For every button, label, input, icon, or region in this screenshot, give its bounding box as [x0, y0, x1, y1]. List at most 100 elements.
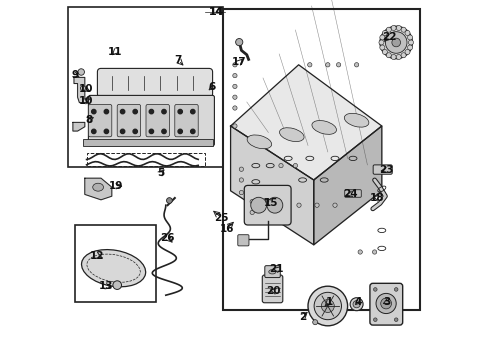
- FancyBboxPatch shape: [98, 68, 213, 97]
- Ellipse shape: [269, 270, 276, 274]
- Text: 23: 23: [379, 165, 394, 175]
- Circle shape: [326, 63, 330, 67]
- Circle shape: [92, 129, 96, 134]
- Circle shape: [401, 53, 406, 58]
- Text: 18: 18: [370, 193, 385, 203]
- Circle shape: [314, 292, 342, 320]
- Circle shape: [239, 190, 244, 195]
- Circle shape: [386, 32, 407, 53]
- FancyBboxPatch shape: [117, 104, 141, 137]
- Circle shape: [350, 298, 363, 311]
- Circle shape: [373, 318, 377, 321]
- Ellipse shape: [344, 113, 369, 127]
- Circle shape: [133, 109, 137, 114]
- Circle shape: [380, 45, 385, 50]
- Text: 1: 1: [326, 297, 333, 307]
- Circle shape: [408, 35, 413, 40]
- Text: 25: 25: [214, 213, 229, 223]
- Text: 24: 24: [343, 189, 357, 199]
- Ellipse shape: [81, 249, 146, 287]
- Text: 8: 8: [86, 114, 93, 125]
- Circle shape: [233, 95, 237, 99]
- Circle shape: [379, 40, 384, 45]
- Circle shape: [162, 129, 166, 134]
- Text: 9: 9: [72, 70, 78, 80]
- Circle shape: [250, 210, 254, 215]
- FancyBboxPatch shape: [373, 165, 392, 174]
- Circle shape: [162, 109, 166, 114]
- FancyBboxPatch shape: [345, 190, 361, 197]
- FancyBboxPatch shape: [238, 235, 249, 246]
- Text: 10: 10: [78, 96, 93, 106]
- Circle shape: [409, 40, 414, 45]
- Polygon shape: [73, 122, 85, 131]
- Circle shape: [121, 129, 125, 134]
- Circle shape: [380, 26, 413, 59]
- Circle shape: [358, 250, 363, 254]
- Circle shape: [308, 286, 347, 326]
- Circle shape: [297, 203, 301, 207]
- Text: 26: 26: [160, 233, 175, 243]
- Text: 16: 16: [220, 224, 234, 234]
- Circle shape: [191, 109, 195, 114]
- Text: 4: 4: [355, 297, 362, 307]
- Text: 12: 12: [90, 251, 104, 261]
- Text: 11: 11: [108, 47, 122, 57]
- Text: 6: 6: [208, 82, 216, 92]
- Text: 22: 22: [382, 32, 396, 42]
- Circle shape: [382, 31, 388, 36]
- Text: 19: 19: [109, 181, 123, 191]
- FancyBboxPatch shape: [88, 95, 215, 146]
- Text: 7: 7: [175, 55, 182, 66]
- FancyBboxPatch shape: [175, 104, 198, 137]
- Circle shape: [293, 163, 297, 168]
- Circle shape: [394, 288, 398, 291]
- Circle shape: [178, 109, 182, 114]
- Bar: [83, 139, 213, 146]
- Circle shape: [92, 109, 96, 114]
- Circle shape: [233, 124, 237, 128]
- Text: 14: 14: [208, 6, 224, 17]
- Circle shape: [321, 300, 334, 312]
- Text: 21: 21: [270, 264, 284, 274]
- Circle shape: [401, 27, 406, 32]
- Ellipse shape: [279, 128, 304, 141]
- Text: 13: 13: [98, 281, 113, 291]
- FancyBboxPatch shape: [262, 275, 283, 303]
- Ellipse shape: [247, 135, 271, 149]
- Circle shape: [408, 45, 413, 50]
- Circle shape: [233, 84, 237, 89]
- Circle shape: [337, 63, 341, 67]
- Bar: [68, 7, 222, 167]
- Circle shape: [78, 69, 84, 75]
- Circle shape: [167, 198, 172, 203]
- Text: 14: 14: [209, 6, 223, 17]
- Circle shape: [239, 167, 244, 171]
- Polygon shape: [85, 178, 112, 200]
- Circle shape: [376, 293, 396, 314]
- Circle shape: [104, 129, 109, 134]
- Circle shape: [382, 49, 388, 54]
- Circle shape: [333, 203, 337, 207]
- Circle shape: [233, 106, 237, 110]
- FancyBboxPatch shape: [245, 185, 291, 225]
- Bar: [223, 9, 419, 310]
- Circle shape: [236, 39, 243, 46]
- Text: 20: 20: [267, 286, 281, 296]
- FancyBboxPatch shape: [370, 283, 403, 325]
- Circle shape: [396, 26, 401, 31]
- Circle shape: [233, 73, 237, 78]
- Circle shape: [394, 318, 398, 321]
- FancyBboxPatch shape: [88, 104, 112, 137]
- Circle shape: [279, 163, 283, 168]
- Circle shape: [149, 109, 153, 114]
- Polygon shape: [231, 65, 382, 180]
- Circle shape: [391, 26, 396, 31]
- Circle shape: [391, 54, 396, 59]
- Circle shape: [354, 63, 359, 67]
- Circle shape: [353, 301, 360, 308]
- Circle shape: [250, 199, 254, 204]
- Circle shape: [113, 281, 122, 289]
- Circle shape: [178, 129, 182, 134]
- FancyBboxPatch shape: [146, 104, 170, 137]
